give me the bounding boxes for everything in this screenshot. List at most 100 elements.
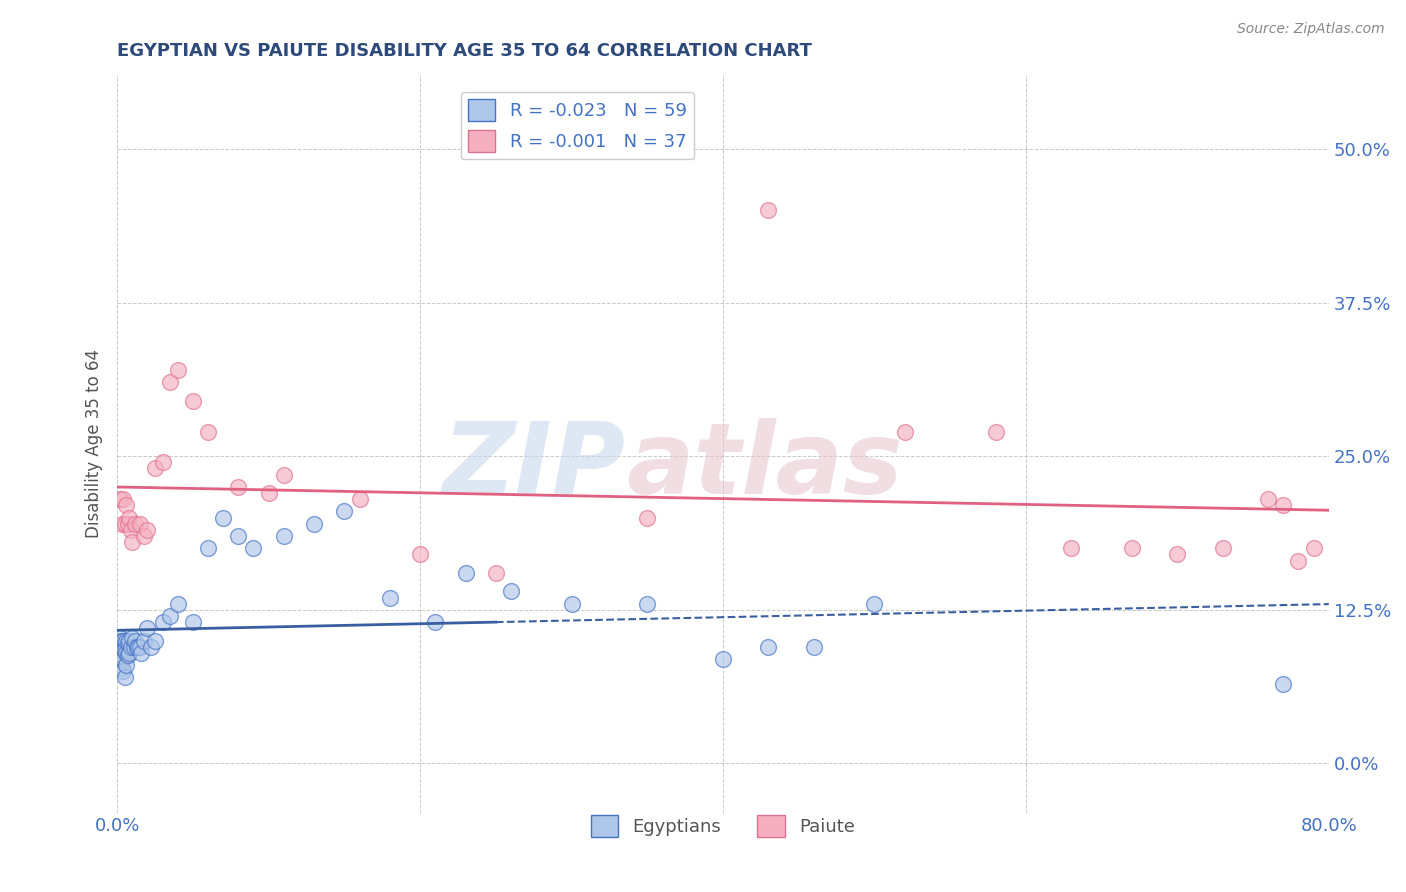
Text: EGYPTIAN VS PAIUTE DISABILITY AGE 35 TO 64 CORRELATION CHART: EGYPTIAN VS PAIUTE DISABILITY AGE 35 TO … [117,42,813,60]
Point [136,523,159,537]
Point [1060,541,1083,556]
Point [758,640,780,654]
Point [114,516,136,531]
Text: atlas: atlas [626,417,903,515]
Point [129,516,152,531]
Point [110,636,132,650]
Point [111,660,134,674]
Point [159,609,181,624]
Point [118,633,141,648]
Point [197,541,219,556]
Point [711,652,734,666]
Point [166,597,188,611]
Point [112,652,135,666]
Point [136,621,159,635]
Point [499,584,522,599]
Point [166,363,188,377]
Point [181,615,204,629]
Point [122,640,145,654]
Point [152,615,174,629]
Point [124,633,146,648]
Point [409,548,432,562]
Point [636,510,658,524]
Text: Source: ZipAtlas.com: Source: ZipAtlas.com [1237,22,1385,37]
Point [129,640,152,654]
Point [111,643,134,657]
Point [984,425,1007,439]
Point [112,492,135,507]
Point [115,646,138,660]
Point [111,633,134,648]
Point [134,529,156,543]
Point [110,492,132,507]
Point [212,510,235,524]
Point [114,670,136,684]
Text: ZIP: ZIP [443,417,626,515]
Point [125,640,148,654]
Point [117,648,139,663]
Point [1272,676,1295,690]
Point [1272,499,1295,513]
Y-axis label: Disability Age 35 to 64: Disability Age 35 to 64 [86,350,103,539]
Point [1166,548,1188,562]
Point [121,631,143,645]
Point [117,516,139,531]
Point [131,646,153,660]
Point [1212,541,1234,556]
Point [107,633,129,648]
Point [112,665,135,679]
Legend: Egyptians, Paiute: Egyptians, Paiute [583,807,862,844]
Point [1288,554,1310,568]
Point [112,633,135,648]
Point [115,499,138,513]
Point [1121,541,1143,556]
Point [485,566,508,580]
Point [1302,541,1324,556]
Point [228,529,250,543]
Point [1257,492,1279,507]
Point [893,425,915,439]
Point [107,636,129,650]
Point [127,640,149,654]
Point [118,646,141,660]
Point [159,376,181,390]
Point [143,633,166,648]
Point [242,541,264,556]
Point [228,480,250,494]
Point [139,640,162,654]
Point [454,566,477,580]
Point [107,640,129,654]
Point [143,461,166,475]
Point [112,643,135,657]
Point [121,535,143,549]
Point [333,504,356,518]
Point [803,640,825,654]
Point [181,393,204,408]
Point [114,636,136,650]
Point [758,203,780,218]
Point [257,486,280,500]
Point [302,516,325,531]
Point [273,467,295,482]
Point [114,643,136,657]
Point [115,633,138,648]
Point [863,597,886,611]
Point [273,529,295,543]
Point [115,658,138,673]
Point [110,631,132,645]
Point [110,643,132,657]
Point [349,492,371,507]
Point [152,455,174,469]
Point [111,516,134,531]
Point [120,523,142,537]
Point [636,597,658,611]
Point [425,615,447,629]
Point [111,652,134,666]
Point [117,636,139,650]
Point [197,425,219,439]
Point [118,510,141,524]
Point [124,516,146,531]
Point [134,633,156,648]
Point [110,652,132,666]
Point [120,640,142,654]
